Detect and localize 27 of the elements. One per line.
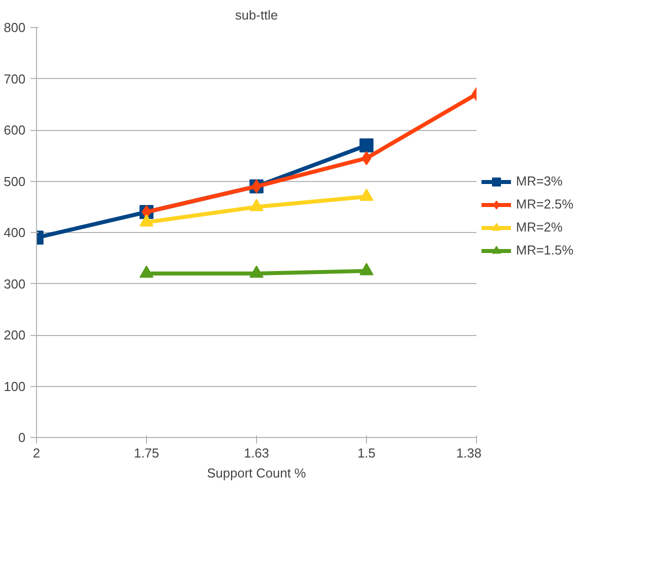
x-tick-label: 1.63 — [244, 446, 270, 460]
point — [140, 265, 154, 278]
y-tick-label: 700 — [4, 71, 26, 86]
point — [250, 198, 264, 212]
legend-label: MR=3% — [516, 174, 563, 188]
point — [140, 214, 154, 227]
x-tick-label: 1.5 — [357, 446, 376, 460]
point — [360, 188, 374, 201]
x-tick-label: 1.75 — [134, 446, 160, 460]
x-tick-label: 1.38 — [456, 446, 482, 460]
point — [250, 265, 264, 278]
y-tick-label: 500 — [4, 174, 26, 189]
y-tick-label: 100 — [4, 378, 26, 394]
x-axis-title: Support Count % — [207, 466, 306, 480]
y-tick-label: 400 — [4, 225, 26, 240]
y-tick-label: 0 — [18, 430, 26, 445]
legend-label: MR=1.5% — [516, 242, 574, 258]
legend-label: MR=2% — [516, 220, 563, 234]
point — [360, 138, 374, 152]
x-tick-label: 2 — [32, 446, 40, 460]
legend-label: MR=2.5% — [516, 196, 574, 212]
y-tick-label: 300 — [4, 276, 26, 292]
point — [360, 262, 374, 276]
y-tick-label: 200 — [4, 328, 26, 342]
y-tick-label: 800 — [4, 20, 26, 35]
y-tick-label: 600 — [4, 122, 26, 138]
chart-title: sub-ttle — [235, 8, 278, 22]
